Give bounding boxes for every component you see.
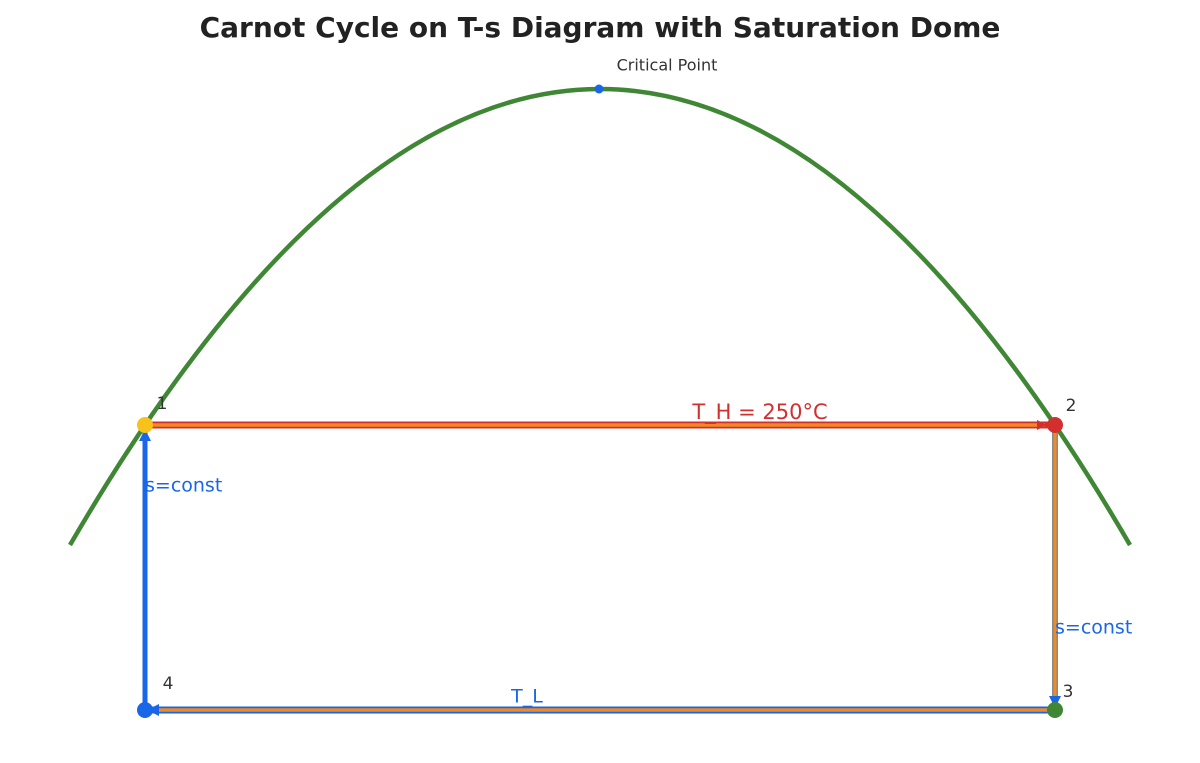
saturation-dome: [68, 86, 1132, 547]
state-label: 1: [157, 394, 168, 414]
state-label: 2: [1066, 396, 1077, 416]
critical-point: [594, 84, 604, 94]
state-point: [1047, 417, 1063, 433]
state-label: 4: [163, 674, 174, 694]
process-label: T_H = 250°C: [691, 400, 827, 425]
title: Carnot Cycle on T-s Diagram with Saturat…: [200, 11, 1001, 44]
process-label: s=const: [145, 475, 222, 497]
state-point: [1047, 702, 1063, 718]
process-label: T_L: [510, 686, 543, 708]
process-label: s=const: [1055, 617, 1132, 639]
state-point: [137, 417, 153, 433]
state-label: 3: [1063, 682, 1074, 702]
critical-point-label: Critical Point: [617, 56, 718, 75]
state-point: [137, 702, 153, 718]
